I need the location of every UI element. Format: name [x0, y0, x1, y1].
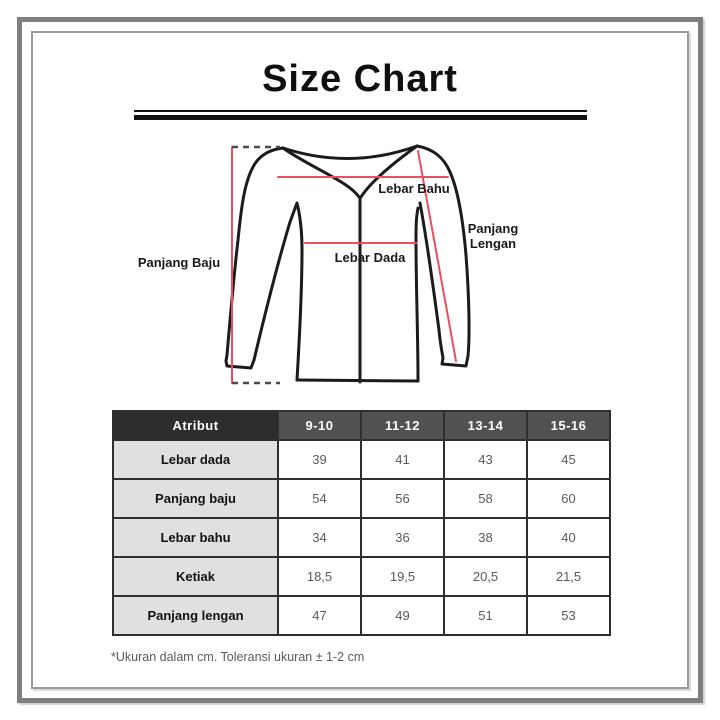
value-cell: 41 — [360, 439, 445, 480]
page-title: Size Chart — [262, 58, 458, 100]
value-cell: 43 — [443, 439, 528, 480]
value-cell: 18,5 — [277, 556, 362, 597]
value-cell: 53 — [526, 595, 611, 636]
inner-frame-border — [31, 31, 689, 689]
row-label-cell: Lebar bahu — [112, 517, 279, 558]
value-cell: 49 — [360, 595, 445, 636]
divider-thick-line — [134, 115, 587, 120]
table-row: Panjang lengan 47 49 51 53 — [112, 595, 611, 636]
value-cell: 47 — [277, 595, 362, 636]
table-header-row: Atribut 9-10 11-12 13-14 15-16 — [112, 410, 611, 441]
value-cell: 20,5 — [443, 556, 528, 597]
garment-outline-path — [224, 144, 471, 384]
value-cell: 56 — [360, 478, 445, 519]
row-label-cell: Panjang baju — [112, 478, 279, 519]
row-label-cell: Panjang lengan — [112, 595, 279, 636]
header-cell-size-9-10: 9-10 — [277, 410, 362, 441]
outer-frame-border — [17, 17, 703, 703]
value-cell: 40 — [526, 517, 611, 558]
value-cell: 21,5 — [526, 556, 611, 597]
value-cell: 51 — [443, 595, 528, 636]
table-row: Ketiak 18,5 19,5 20,5 21,5 — [112, 556, 611, 597]
row-label-cell: Ketiak — [112, 556, 279, 597]
garment-outline-svg — [224, 144, 471, 385]
table-row: Panjang baju 54 56 58 60 — [112, 478, 611, 519]
row-label-cell: Lebar dada — [112, 439, 279, 480]
value-cell: 39 — [277, 439, 362, 480]
value-cell: 60 — [526, 478, 611, 519]
size-tolerance-footnote: *Ukuran dalam cm. Toleransi ukuran ± 1-2… — [111, 650, 365, 664]
header-cell-atribut: Atribut — [112, 410, 279, 441]
size-table: Atribut 9-10 11-12 13-14 15-16 Lebar dad… — [112, 410, 611, 636]
value-cell: 38 — [443, 517, 528, 558]
header-cell-size-15-16: 15-16 — [526, 410, 611, 441]
header-cell-size-11-12: 11-12 — [360, 410, 445, 441]
value-cell: 19,5 — [360, 556, 445, 597]
value-cell: 36 — [360, 517, 445, 558]
table-row: Lebar bahu 34 36 38 40 — [112, 517, 611, 558]
sleeve-measure-line — [417, 150, 457, 362]
divider-thin-line — [134, 110, 587, 112]
value-cell: 58 — [443, 478, 528, 519]
length-label: Panjang Baju — [137, 255, 221, 270]
value-cell: 54 — [277, 478, 362, 519]
table-row: Lebar dada 39 41 43 45 — [112, 439, 611, 480]
value-cell: 45 — [526, 439, 611, 480]
sleeve-label: Panjang Lengan — [467, 221, 519, 251]
value-cell: 34 — [277, 517, 362, 558]
header-cell-size-13-14: 13-14 — [443, 410, 528, 441]
shoulder-label: Lebar Bahu — [378, 181, 450, 196]
title-divider — [134, 110, 587, 120]
chest-label: Lebar Dada — [334, 250, 406, 265]
